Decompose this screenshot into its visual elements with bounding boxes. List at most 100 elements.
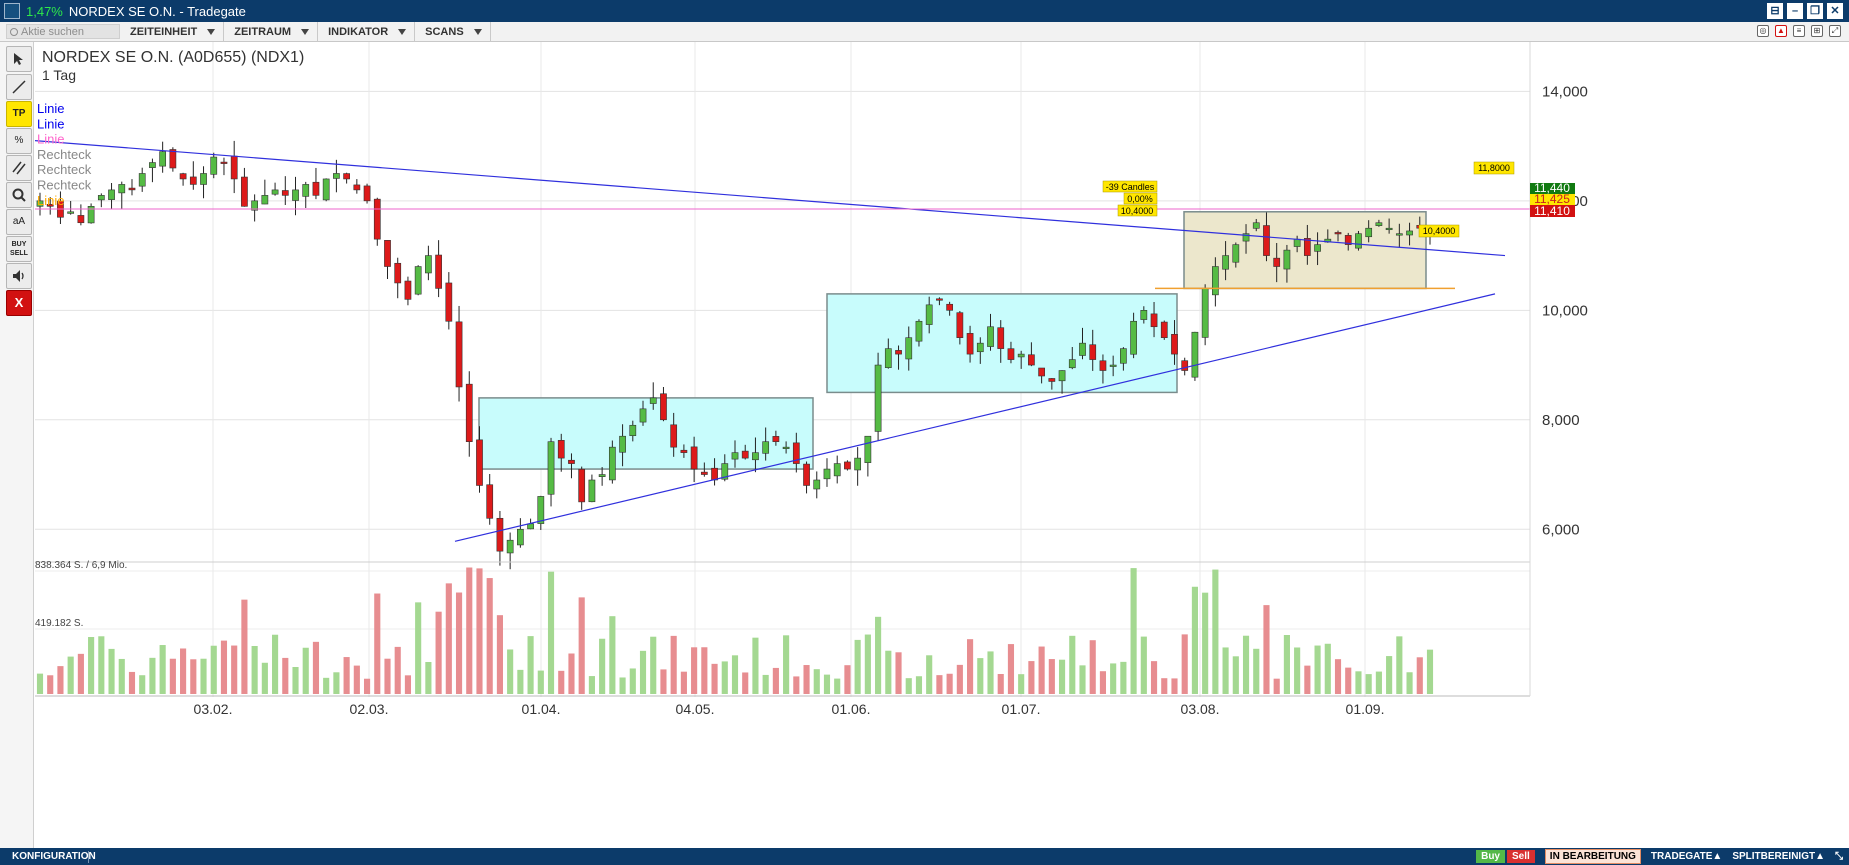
- text-tool[interactable]: aA: [6, 209, 32, 235]
- volume-bar: [77, 653, 84, 694]
- configuration-button[interactable]: KONFIGURATION: [12, 851, 96, 862]
- expand-icon[interactable]: ⤢: [1829, 25, 1841, 37]
- legend-item[interactable]: Linie: [37, 101, 64, 116]
- legend-item[interactable]: Rechteck: [37, 178, 92, 193]
- news-icon[interactable]: ◎: [1757, 25, 1769, 37]
- speaker-icon[interactable]: [6, 263, 32, 289]
- volume-bar: [231, 645, 238, 694]
- candle-body: [864, 435, 872, 463]
- volume-bar: [1242, 635, 1250, 694]
- price-tick-label: 14,000: [1542, 83, 1588, 100]
- price-chart[interactable]: 14,00012,00010,0008,0006,00003.02.02.03.…: [35, 42, 1849, 848]
- volume-bar: [558, 670, 565, 694]
- parallel-lines-icon[interactable]: [6, 155, 32, 181]
- candle-body: [1130, 320, 1137, 355]
- volume-bar: [650, 636, 657, 694]
- edit-status-badge[interactable]: IN BEARBEITUNG: [1544, 849, 1641, 864]
- line-tool-icon[interactable]: [6, 74, 32, 100]
- search-input[interactable]: Aktie suchen: [6, 24, 120, 39]
- remove-drawings-button[interactable]: X: [6, 290, 32, 316]
- date-tick-label: 03.08.: [1181, 701, 1220, 717]
- candle-body: [169, 149, 177, 169]
- candle-body: [261, 195, 269, 205]
- tp-tool[interactable]: TP: [6, 101, 32, 127]
- candle-body: [1222, 255, 1229, 270]
- resize-icon[interactable]: ⤡: [1835, 851, 1843, 862]
- volume-bar: [915, 676, 923, 694]
- volume-bar: [220, 640, 228, 694]
- legend-item[interactable]: Linie: [37, 193, 64, 208]
- volume-bar: [1426, 649, 1434, 694]
- volume-bar: [108, 648, 115, 694]
- candle-body: [1344, 235, 1352, 245]
- pin-icon[interactable]: ⊟: [1767, 3, 1783, 19]
- menu-indikator[interactable]: INDIKATOR: [318, 21, 416, 42]
- close-icon[interactable]: ✕: [1827, 3, 1843, 19]
- buy-button[interactable]: Buy: [1476, 850, 1505, 863]
- candle-body: [1109, 364, 1117, 367]
- candle-body: [1181, 360, 1189, 371]
- candle-body: [1201, 288, 1209, 338]
- volume-bar: [680, 671, 687, 694]
- volume-bar: [67, 656, 74, 694]
- volume-bar: [568, 653, 575, 694]
- candle-body: [445, 282, 453, 322]
- candle-body: [486, 484, 494, 519]
- volume-bar: [1110, 663, 1117, 694]
- candle-body: [895, 350, 902, 355]
- volume-bar: [1161, 678, 1168, 694]
- volume-bar: [486, 578, 493, 694]
- legend-item[interactable]: Rechteck: [37, 162, 92, 177]
- volume-bar: [1324, 643, 1331, 694]
- drawing-tools-panel: TP % aA BUY SELL X: [0, 42, 34, 848]
- candle-body: [1120, 348, 1127, 364]
- candle-body: [1028, 354, 1035, 366]
- candle-body: [343, 173, 350, 180]
- volume-bar: [936, 675, 943, 694]
- legend-item[interactable]: Linie: [37, 132, 64, 147]
- percent-tool[interactable]: %: [6, 128, 32, 154]
- restore-icon[interactable]: ❐: [1807, 3, 1823, 19]
- candle-body: [373, 198, 381, 240]
- candle-body: [741, 450, 749, 459]
- zoom-icon[interactable]: [6, 182, 32, 208]
- ascending-trendline[interactable]: [454, 293, 1496, 542]
- sell-button[interactable]: Sell: [1507, 850, 1535, 863]
- candle-body: [179, 173, 187, 180]
- exchange-selector[interactable]: TRADEGATE▲: [1650, 851, 1723, 862]
- buy-sell-tool[interactable]: BUY SELL: [6, 236, 32, 262]
- menu-label: INDIKATOR: [328, 25, 389, 38]
- layout-icon[interactable]: ⊞: [1811, 25, 1823, 37]
- menu-scans[interactable]: SCANS: [415, 21, 491, 42]
- candle-body: [1334, 232, 1342, 235]
- minimize-icon[interactable]: –: [1787, 3, 1803, 19]
- candle-body: [220, 161, 228, 164]
- candle-body: [833, 463, 841, 477]
- candle-body: [159, 151, 167, 167]
- candle-body: [884, 348, 892, 368]
- menu-zeitraum[interactable]: ZEITRAUM: [224, 21, 319, 42]
- cursor-icon[interactable]: [6, 46, 32, 72]
- candle-body: [1160, 321, 1168, 338]
- volume-bar: [1283, 635, 1290, 694]
- candle-body: [1355, 233, 1362, 249]
- candle-body: [1283, 249, 1291, 270]
- alert-bell-icon[interactable]: ▲: [1775, 25, 1787, 37]
- candle-body: [1007, 348, 1015, 360]
- split-adjusted-toggle[interactable]: SPLITBEREINIGT▲: [1732, 851, 1825, 862]
- candle-body: [230, 155, 238, 180]
- legend-item[interactable]: Rechteck: [37, 147, 92, 162]
- volume-bar: [1375, 671, 1382, 694]
- candle-body: [506, 539, 514, 554]
- candle-body: [476, 439, 483, 486]
- descending-trendline[interactable]: [35, 140, 1506, 257]
- legend-item[interactable]: Linie: [37, 116, 64, 131]
- list-icon[interactable]: ≡: [1793, 25, 1805, 37]
- volume-bar: [793, 676, 800, 694]
- level-label-lower: 10,4000: [1423, 226, 1456, 236]
- volume-bar: [670, 635, 677, 694]
- volume-bar: [1150, 661, 1158, 694]
- volume-bar: [1181, 634, 1188, 694]
- menu-zeiteinheit[interactable]: ZEITEINHEIT: [120, 21, 225, 42]
- volume-bar: [660, 669, 667, 694]
